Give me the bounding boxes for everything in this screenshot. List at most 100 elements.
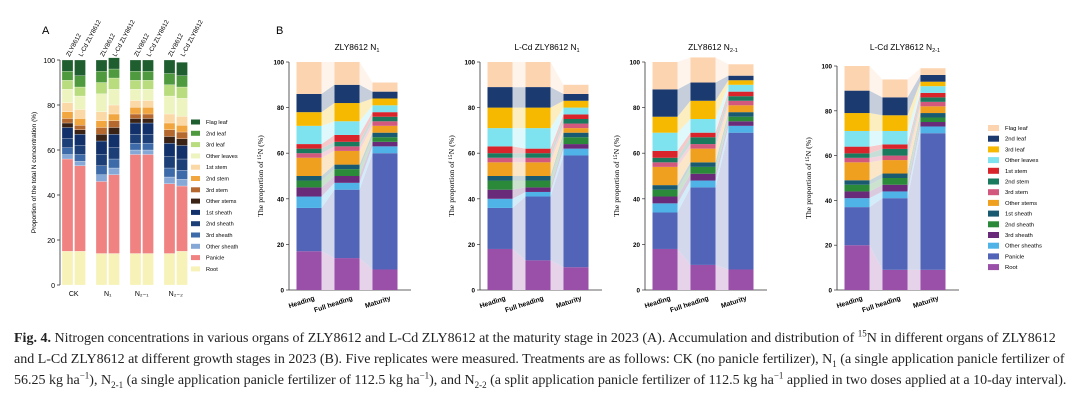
chart-a-bar-segment (176, 170, 188, 180)
chart-b-flow-band (321, 134, 335, 149)
chart-b-bar-segment (690, 82, 716, 101)
chart-b-bar-segment (728, 96, 754, 101)
chart-a-legend-label: Panicle (206, 256, 224, 262)
chart-b-bar-segment (920, 117, 946, 122)
chart-a-y-tick-label: 20 (47, 238, 55, 245)
chart-a-legend-swatch (191, 142, 200, 148)
chart-b-x-tick-label: Full heading (313, 295, 353, 314)
chart-b-flow-band (550, 119, 564, 158)
chart-a-bar-segment (108, 113, 120, 121)
chart-b-bar-segment (334, 169, 360, 176)
chart-b-legend-label: 2nd sheath (1005, 222, 1034, 228)
panel-label-b: B (276, 25, 283, 37)
chart-b-flow-band (512, 107, 526, 129)
chart-b-bar-segment (728, 116, 754, 122)
chart-b-panel-2: L-Cd ZLY8612 N1 0 20 40 60 80 100 The proportio… (447, 42, 602, 314)
chart-b-y-tick-label: 40 (633, 196, 641, 203)
chart-b-flow-band (869, 184, 883, 199)
chart-a-bar-segment (163, 129, 176, 137)
chart-b-bar-segment (690, 264, 716, 290)
chart-b-bar-segment (563, 107, 589, 115)
chart-b-bar-segment (487, 162, 513, 176)
chart-b-y-tick-label: 0 (828, 288, 832, 295)
chart-a-y-tick-label: 80 (47, 103, 55, 110)
chart-a-bar-segment (108, 134, 120, 148)
chart-b-bar-segment (296, 157, 322, 176)
chart-b-flow-band (715, 75, 729, 101)
chart-b-y-tick-label: 100 (273, 60, 284, 67)
chart-a-bar-segment (108, 120, 120, 128)
chart-b-bar-segment (372, 146, 398, 154)
chart-a-bar-segment (129, 154, 142, 254)
caption-text: N in different organs of ZLY8612 and L-C… (14, 331, 1056, 367)
chart-b-y-tick-label: 60 (633, 151, 641, 158)
chart-b-flow-band (907, 97, 921, 156)
chart-b-legend-swatch (988, 232, 999, 238)
chart-b-bar-segment (372, 125, 398, 133)
chart-b-bar-segment (882, 184, 908, 192)
chart-b-flow-band (512, 187, 526, 199)
chart-b-bar-segment (372, 132, 398, 138)
chart-b-bar-segment (690, 180, 716, 188)
chart-a-bar-segment (176, 158, 188, 171)
chart-b-flow-band (321, 150, 335, 176)
chart-b-legend-swatch (988, 135, 999, 142)
chart-b-legend-swatch (988, 253, 999, 260)
caption-sub: 2-2 (474, 379, 487, 390)
chart-b-bar-segment (525, 176, 551, 181)
chart-a-x-tick-label: N₂₋₂ (169, 291, 183, 298)
chart-b-bar-segment (920, 101, 946, 107)
chart-b-bar-segment (844, 157, 870, 163)
chart-b-panel-1: ZLY8612 N1 0 20 40 60 80 100 The proportion of … (256, 42, 411, 314)
chart-a-bar-segment (61, 118, 74, 124)
chart-b-flow-band (321, 251, 335, 290)
chart-b-bar-segment (844, 184, 870, 192)
chart-b-flow-band (550, 100, 564, 129)
chart-b-flow-band (869, 198, 883, 270)
chart-a-bar-segment (74, 95, 86, 110)
chart-a-bar-segment (95, 154, 108, 166)
chart-a-bar-segment (61, 102, 74, 112)
chart-a-bar-segment (163, 143, 176, 157)
chart-b-y-tick-label: 80 (633, 105, 641, 112)
chart-b-flow-band (550, 137, 564, 188)
chart-b-y-tick-label: 40 (825, 198, 833, 205)
chart-b-title: L-Cd ZLY8612 N2-1 (870, 42, 940, 54)
chart-b-bar-segment (334, 189, 360, 259)
chart-b-bar-segment (487, 146, 513, 154)
chart-b-bar-segment (920, 86, 946, 93)
chart-a-x-tick-label: N₁ (104, 291, 112, 298)
chart-a-bar-segment (95, 120, 108, 128)
chart-a-legend-swatch (191, 198, 200, 204)
chart-b-bar-segment (372, 105, 398, 113)
chart-b-bar-segment (563, 114, 589, 119)
chart-b-bar-segment (525, 62, 551, 88)
chart-a-bar-segment (142, 134, 154, 144)
chart-b-flow-band (359, 137, 373, 176)
chart-a-y-tick-label: 40 (47, 193, 55, 200)
chart-a-bar-segment (108, 57, 120, 70)
chart-b-flow-band (869, 130, 883, 147)
chart-b-flow-band (321, 146, 335, 158)
chart-b-bar-segment (920, 92, 946, 98)
chart-b-flow-band (321, 189, 335, 259)
chart-b-bar-segment (920, 269, 946, 290)
chart-b-flow-band (359, 98, 373, 122)
chart-b-legend-label: 3rd leaf (1005, 147, 1025, 153)
chart-a-bar-segment (163, 176, 176, 184)
chart-b-title-sub: 2-1 (730, 48, 738, 54)
chart-b-bar-segment (882, 144, 908, 149)
chart-b-bar-segment (525, 148, 551, 154)
chart-b-flow-band (550, 128, 564, 176)
chart-b-bar-segment (487, 87, 513, 108)
chart-b-bar-segment (487, 176, 513, 181)
chart-b-bar-segment (334, 146, 360, 151)
chart-a-bar-segment (61, 71, 74, 81)
figure-caption: Fig. 4. Nitrogen concentrations in vario… (14, 328, 1070, 391)
chart-a-legend-swatch (191, 266, 200, 272)
chart-b-y-tick-label: 0 (280, 288, 284, 295)
chart-a-bar-segment (61, 127, 74, 139)
chart-b-bar-segment (372, 269, 398, 290)
chart-a-legend-label: 2nd leaf (206, 131, 226, 137)
chart-b-bar-segment (920, 126, 946, 134)
